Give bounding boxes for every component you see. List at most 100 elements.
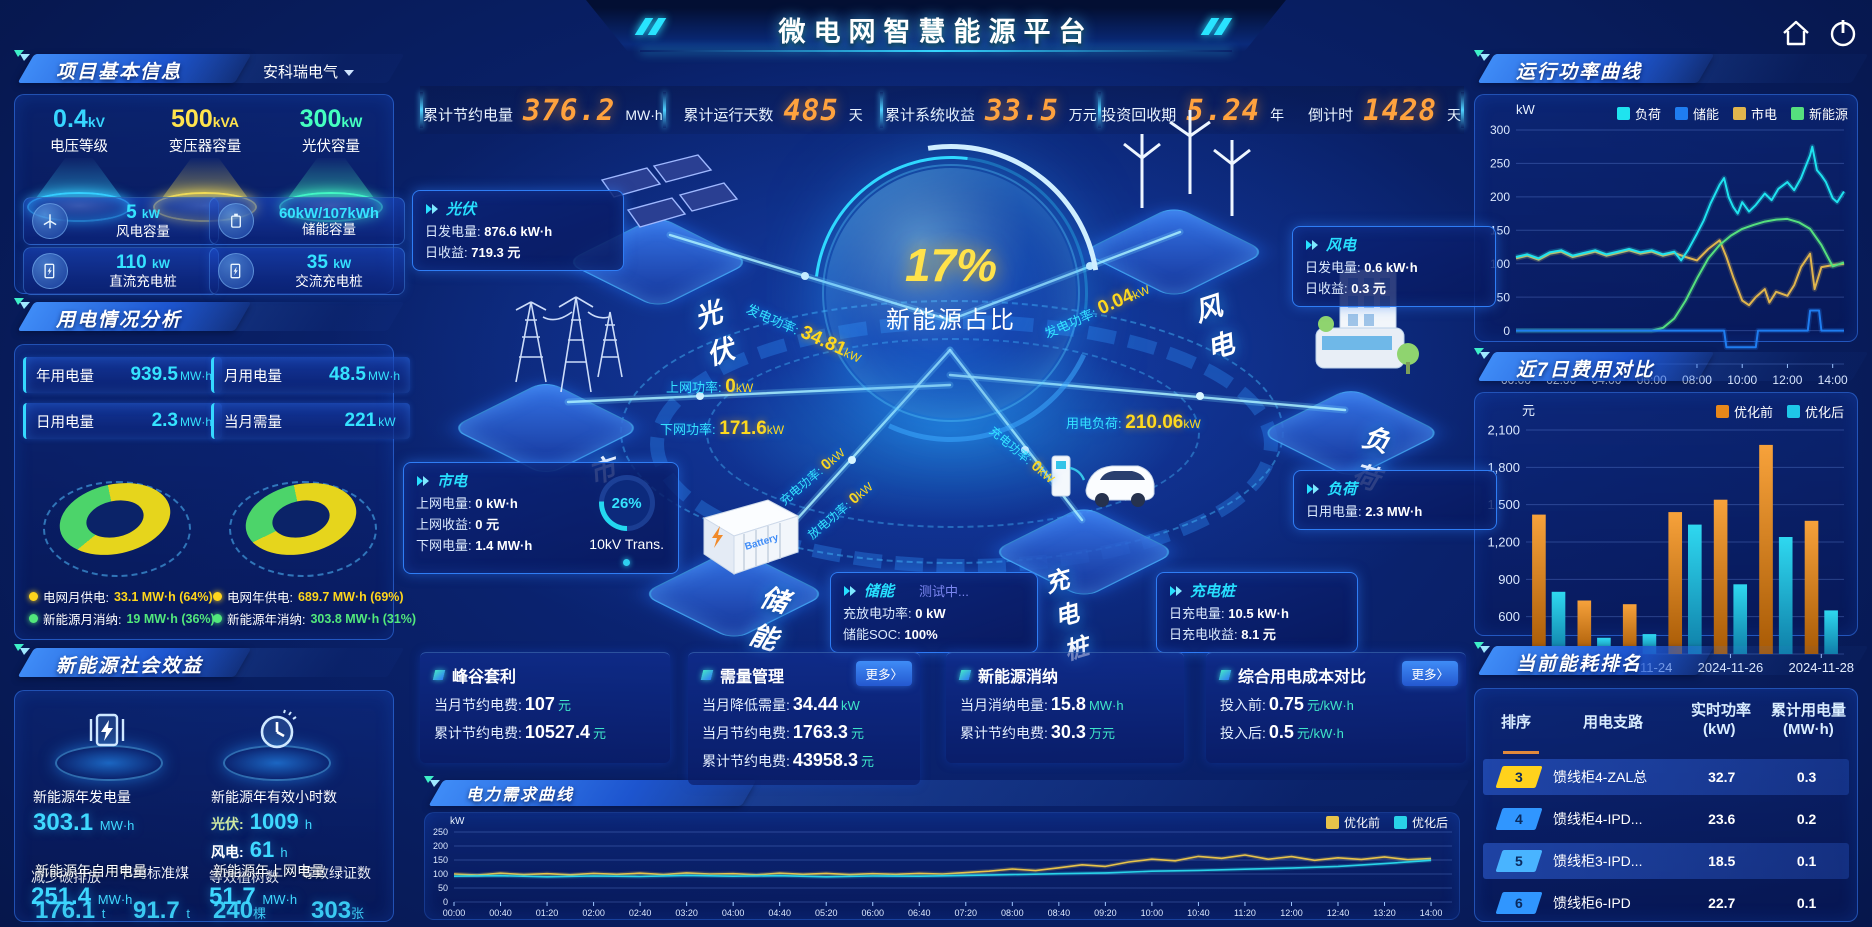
svg-text:07:20: 07:20 [955,908,978,918]
dropdown-caret-icon [344,70,354,77]
grid-info-box: 市电 上网电量: 0 kW·h 上网收益: 0 元 下网电量: 1.4 MW·h… [403,462,679,574]
legend-renew-month: 新能源月消纳: 19 MW·h (36%) [29,609,215,628]
charger-info-box: 充电桩 日充电量: 10.5 kW·h 日充电收益: 8.1 元 [1156,572,1358,653]
kpi-divider [662,92,666,128]
legend-item-优化后[interactable]: 优化后 [1393,814,1448,831]
card-cost-compare: 综合用电成本对比 更多〉 投入前: 0.75 元/kW·h 投入后: 0.5 元/kW·… [1206,652,1466,763]
panel-title: 近7日费用对比 [1516,360,1655,381]
battery-icon [218,203,254,239]
legend-swatch [1393,816,1407,829]
legend-item-优化前[interactable]: 优化前 [1715,402,1773,421]
svg-text:03:20: 03:20 [675,908,698,918]
card-bullet-icon [958,670,972,680]
chevron-icon [1170,585,1182,596]
ev-charger-icon [1051,455,1155,507]
kpi-divider [880,92,884,128]
dc-charger-icon [32,253,68,289]
storage-info-box: 储能 测试中... 充放电功率: 0 kW 储能SOC: 100% [830,572,1038,653]
donut-ring [43,481,191,577]
flow-grid-up: 上网功率: 0kW [666,376,754,397]
legend-grid-year: 电网年供电: 689.7 MW·h (69%) [213,587,404,606]
demand-chart: 0 50 100 150 200 250 00:00 00:40 01:20 02:00 02:40… [424,826,1460,918]
pv-info-box: 光伏 日发电量: 876.6 kW·h 日收益: 719.3 元 [412,190,624,271]
power-curve-legend: 负荷 储能 市电 新能源 [1616,104,1848,123]
load-info-box: 负荷 日用电量: 2.3 MW·h [1293,470,1497,530]
card-demand-mgmt: 需量管理 更多〉 当月降低需量: 34.44 kW 当月节约电费: 1763.3 元 累… [688,652,920,785]
svg-text:12:00: 12:00 [1280,908,1303,918]
col-header-rank: 排序 [1501,714,1532,731]
chevron-icon [426,203,438,214]
svg-text:1,200: 1,200 [1487,535,1520,550]
ranking-row[interactable]: 3 馈线柜4-ZAL总 32.7 0.3 [1483,759,1849,795]
card-storage-capacity: 60kW/107kWh 储能容量 [209,197,405,245]
panel-energy-ranking: 当前能耗排名 排序 用电支路 实时功率 (kW) 累计用电量 (MW·h) 3 … [1470,642,1869,922]
ac-charger-icon [218,253,254,289]
legend-item-优化后[interactable]: 优化后 [1786,402,1844,421]
wind-turbine-icon [32,203,68,239]
stat-month-demand: 当月需量 221 kW [211,403,410,439]
svg-text:200: 200 [1490,190,1510,204]
svg-text:50: 50 [438,883,448,893]
rank-badge: 6 [1495,892,1543,914]
flow-grid-down: 下网功率: 171.6kW [660,418,785,439]
ranking-row[interactable]: 4 馈线柜4-IPD... 23.6 0.2 [1483,801,1849,837]
ranking-row[interactable]: 6 馈线柜6-IPD 22.7 0.1 [1483,885,1849,921]
legend-item-负荷[interactable]: 负荷 [1616,104,1661,123]
panel-corner-icon [1472,346,1494,369]
legend-swatch [1715,405,1729,418]
rank-badge: 5 [1495,850,1543,872]
svg-text:250: 250 [433,827,448,837]
more-button[interactable]: 更多〉 [856,661,912,686]
gauge-dot [623,559,631,566]
power-icon[interactable] [1824,14,1862,57]
company-dropdown[interactable]: 安科瑞电气 [263,61,354,82]
stat-day-usage: 日用电量 2.3 MW·h [23,403,222,439]
svg-text:100: 100 [433,869,448,879]
home-icon[interactable] [1778,16,1814,55]
svg-text:06:40: 06:40 [908,908,931,918]
panel-corner-icon [12,48,34,71]
y-axis-unit: 元 [1522,403,1536,418]
legend-item-新能源[interactable]: 新能源 [1790,104,1848,123]
svg-text:0: 0 [1503,324,1510,338]
kpi-system-income: 累计系统收益 33.5 万元 [884,93,1097,127]
svg-text:04:40: 04:40 [768,908,791,918]
svg-text:00:40: 00:40 [489,908,512,918]
kpi-divider [1461,92,1464,128]
legend-item-优化前[interactable]: 优化前 [1325,814,1380,831]
svg-text:900: 900 [1498,572,1520,587]
stat-month-usage: 月用电量 48.5 MW·h [211,357,410,393]
svg-text:1,800: 1,800 [1487,460,1520,475]
rank-badge: 4 [1495,808,1543,830]
card-wind-capacity: 5 kW 风电容量 [23,197,219,245]
legend-grid-month: 电网月供电: 33.1 MW·h (64%) [29,587,213,606]
chevron-icon [1307,483,1319,494]
solar-panels-icon [600,154,739,228]
svg-text:00:00: 00:00 [443,908,466,918]
legend-item-储能[interactable]: 储能 [1674,104,1719,123]
kpi-divider [1098,92,1102,128]
col-header-power: 实时功率 [1691,702,1752,719]
card-bullet-icon [432,670,446,680]
svg-text:12:00: 12:00 [1772,373,1802,386]
svg-text:10:00: 10:00 [1141,908,1164,918]
legend-swatch [1674,107,1688,120]
panel-corner-icon [422,774,444,797]
pv-hours: 光伏: 1009 h [211,809,313,834]
ranking-row[interactable]: 5 馈线柜3-IPD... 18.5 0.1 [1483,843,1849,879]
storage-battery-icon: Battery [702,499,800,575]
svg-text:08:00: 08:00 [1001,908,1024,918]
testing-tag: 测试中... [919,584,969,599]
col-header-energy: 累计用电量 [1771,702,1847,719]
svg-text:12:40: 12:40 [1327,908,1350,918]
wind-hours: 风电: 61 h [211,837,288,862]
panel-corner-icon [1472,48,1494,71]
scroll-indicator [1503,751,1539,754]
panel-title: 新能源社会效益 [56,656,204,677]
legend-renew-year: 新能源年消纳: 303.8 MW·h (31%) [213,609,416,628]
legend-item-市电[interactable]: 市电 [1732,104,1777,123]
hours-clock-icon [260,709,297,749]
kpi-divider [420,92,423,128]
more-button[interactable]: 更多〉 [1402,661,1458,686]
svg-text:01:20: 01:20 [536,908,559,918]
